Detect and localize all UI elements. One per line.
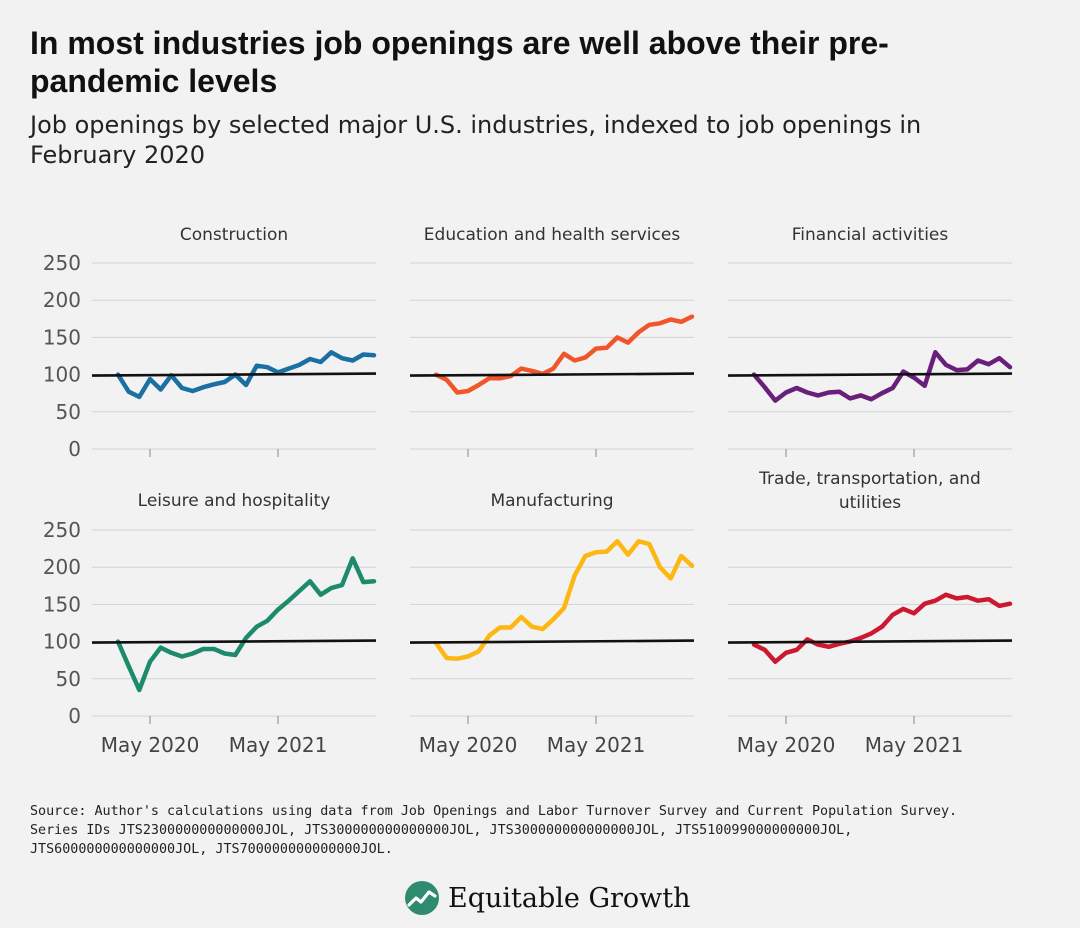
reference-line-100	[91, 372, 377, 377]
logo-text: Equitable Growth	[448, 882, 691, 914]
source-line-2: Series IDs JTS230000000000000JOL, JTS300…	[30, 823, 853, 838]
panel-title: Manufacturing	[490, 491, 613, 511]
source-line-1: Source: Author's calculations using data…	[30, 804, 958, 819]
panel-trade-transportation-and-utilities: May 2020 May 2021 Trade, transportation, a…	[727, 469, 1013, 757]
y-tick-label: 250	[43, 518, 81, 542]
y-tick-label: 0	[68, 704, 81, 728]
series-line	[115, 350, 377, 400]
x-tick-label: May 2021	[865, 733, 964, 757]
x-tick-label: May 2021	[547, 733, 646, 757]
series-line	[433, 314, 695, 395]
reference-line-100	[727, 372, 1013, 377]
reference-line-100	[727, 639, 1013, 644]
source-note: Source: Author's calculations using data…	[30, 802, 1060, 859]
series-line	[751, 592, 1013, 664]
panel-title: Financial activities	[792, 225, 949, 245]
y-tick-label: 50	[56, 400, 81, 424]
growth-chart-leaf-icon	[405, 881, 439, 915]
reference-line-100	[91, 639, 377, 644]
reference-line-100	[409, 639, 695, 644]
y-tick-label: 50	[56, 667, 81, 691]
panel-title-line2: utilities	[839, 493, 901, 513]
x-tick-label: May 2020	[737, 733, 836, 757]
y-tick-label: 100	[43, 363, 81, 387]
series-line	[433, 538, 695, 661]
small-multiples-chart: 0 50 100 150 200 250 Construction Education and…	[43, 225, 1013, 757]
panel-title: Construction	[180, 225, 288, 245]
panel-leisure-and-hospitality: 0 50 100 150 200 250 May 2020 May 2021 Leisure a…	[43, 491, 377, 757]
y-tick-label: 150	[43, 325, 81, 349]
panel-title-line1: Trade, transportation, and	[758, 469, 981, 489]
chart-title: In most industries job openings are well…	[30, 25, 889, 99]
equitable-growth-logo: Equitable Growth	[404, 878, 691, 918]
x-tick-label: May 2020	[101, 733, 200, 757]
y-tick-label: 200	[43, 555, 81, 579]
chart-subtitle: Job openings by selected major U.S. indu…	[30, 111, 922, 169]
panel-financial-activities: Financial activities	[727, 225, 1013, 457]
reference-line-100	[409, 372, 695, 377]
panel-title: Leisure and hospitality	[138, 491, 331, 511]
source-line-3: JTS600000000000000JOL, JTS70000000000000…	[30, 842, 393, 857]
y-tick-label: 0	[68, 437, 81, 461]
x-tick-label: May 2021	[229, 733, 328, 757]
y-tick-label: 250	[43, 251, 81, 275]
y-tick-label: 100	[43, 630, 81, 654]
y-tick-label: 200	[43, 288, 81, 312]
series-line	[115, 556, 377, 693]
series-line	[751, 350, 1013, 403]
panel-construction: 0 50 100 150 200 250 Construction	[43, 225, 377, 461]
panel-manufacturing: May 2020 May 2021 Manufacturing	[409, 491, 695, 757]
panel-title: Education and health services	[424, 225, 681, 245]
x-tick-label: May 2020	[419, 733, 518, 757]
y-tick-label: 150	[43, 592, 81, 616]
panel-education-and-health-services: Education and health services	[409, 225, 695, 457]
